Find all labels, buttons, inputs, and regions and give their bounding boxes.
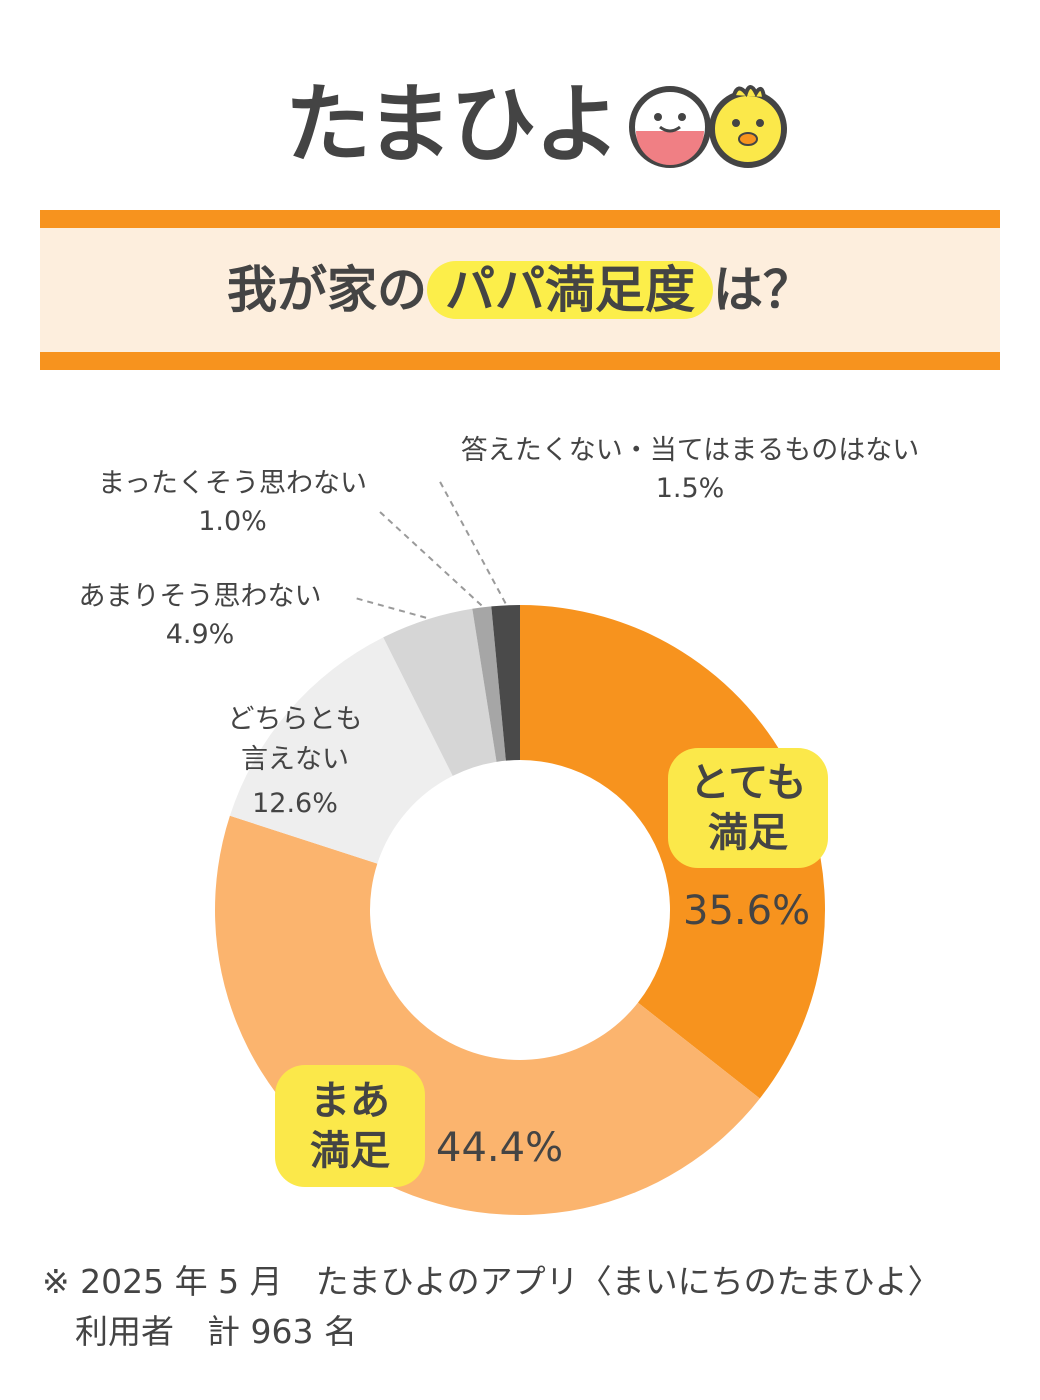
label-not-at-all: まったくそう思わない 1.0%	[50, 465, 415, 541]
label-neither-line1: どちらとも	[227, 704, 363, 735]
label-no-answer-text: 答えたくない・当てはまるものはない	[460, 435, 920, 466]
logo: たまひよ	[285, 70, 794, 180]
banner-top-bar	[40, 210, 1000, 228]
footnote-line2: 利用者 計 963 名	[42, 1312, 357, 1351]
slice-not-at-all	[472, 606, 506, 762]
label-very-satisfied: とても 満足	[668, 748, 828, 868]
label-not-really-value: 4.9%	[165, 619, 235, 650]
label-very-satisfied-line2: 満足	[708, 810, 788, 856]
label-no-answer: 答えたくない・当てはまるものはない 1.5%	[410, 432, 970, 508]
label-very-satisfied-value: 35.6%	[683, 888, 811, 934]
page-title: 我が家の パパ満足度 は？	[0, 255, 1040, 325]
label-neither: どちらとも 言えない 12.6%	[195, 700, 395, 824]
title-suffix: は？	[713, 261, 813, 319]
label-not-really-text: あまりそう思わない	[78, 581, 322, 612]
slice-no-answer	[491, 605, 520, 761]
logo-mascot-icon	[629, 85, 788, 168]
slice-not-really	[383, 608, 497, 776]
label-not-really: あまりそう思わない 4.9%	[45, 578, 355, 654]
label-somewhat-satisfied: まあ 満足	[275, 1065, 425, 1187]
label-no-answer-value: 1.5%	[655, 473, 725, 504]
label-somewhat-satisfied-value: 44.4%	[436, 1125, 564, 1171]
label-not-at-all-text: まったくそう思わない	[98, 468, 367, 499]
label-neither-value: 12.6%	[252, 788, 338, 819]
label-somewhat-satisfied-line2: 満足	[310, 1128, 390, 1174]
slice-neither	[229, 637, 453, 864]
leader-line-not-at-all	[379, 511, 483, 607]
title-highlight: パパ満足度	[427, 261, 713, 319]
footnote-line1: ※ 2025 年 5 月 たまひよのアプリ〈まいにちのたまひよ〉	[42, 1262, 941, 1301]
logo-text: たまひよ	[285, 75, 620, 175]
label-not-at-all-value: 1.0%	[198, 506, 267, 537]
leader-line-no-answer	[437, 477, 507, 604]
banner-bottom-bar	[40, 352, 1000, 370]
label-somewhat-satisfied-line1: まあ	[310, 1078, 390, 1124]
leader-line-not-really	[354, 597, 427, 619]
label-neither-line2: 言えない	[241, 744, 349, 775]
title-prefix: 我が家の	[227, 261, 427, 319]
label-very-satisfied-line1: とても	[689, 760, 807, 806]
